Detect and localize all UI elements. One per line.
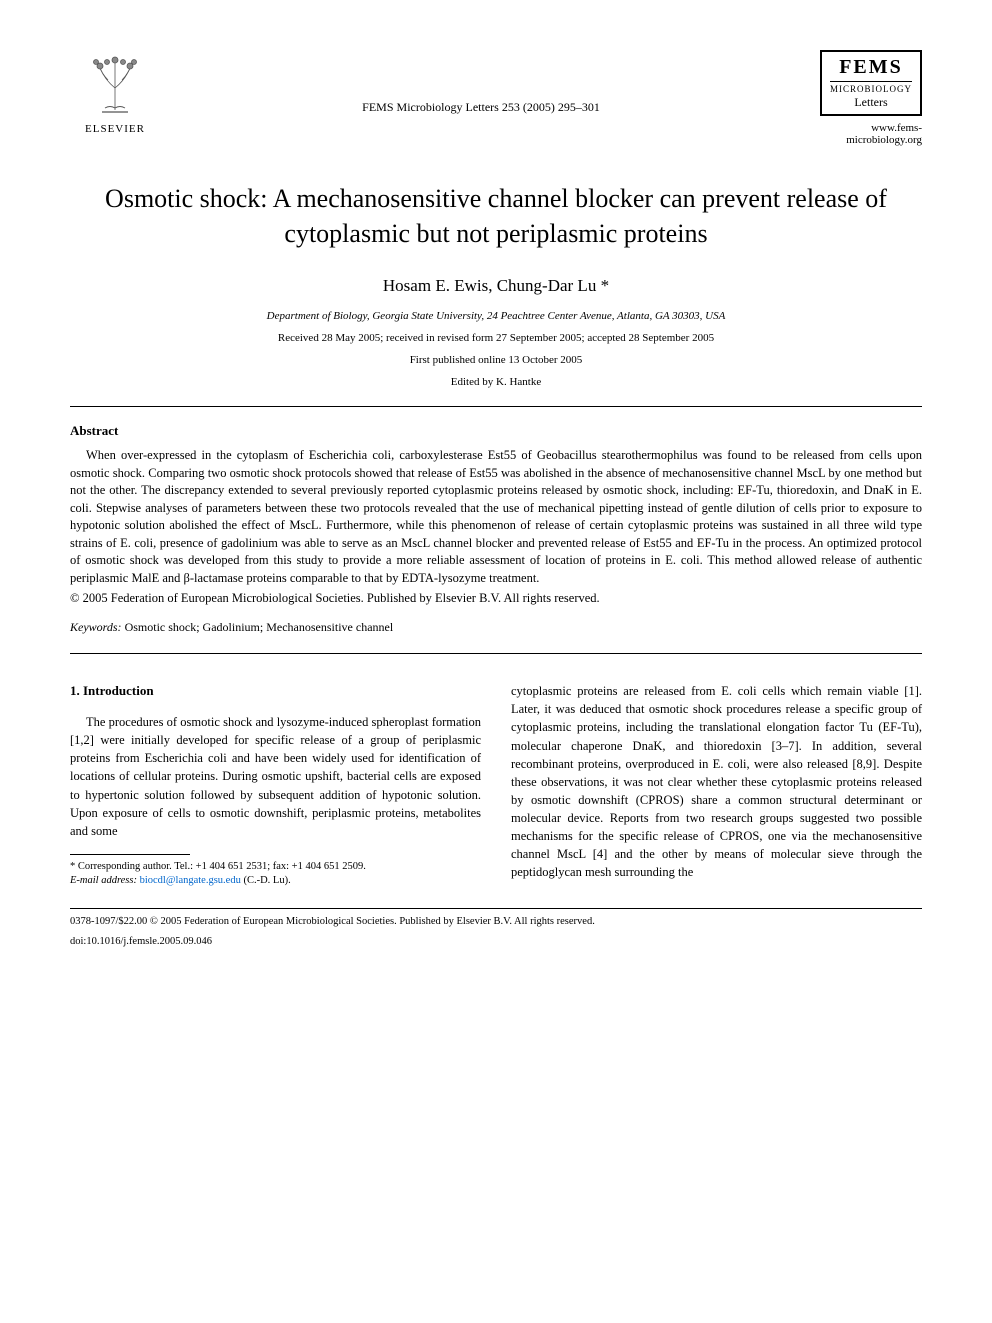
divider	[70, 406, 922, 407]
fems-logo-sub1: MICROBIOLOGY	[830, 81, 912, 94]
divider	[70, 653, 922, 654]
authors: Hosam E. Ewis, Chung-Dar Lu *	[70, 276, 922, 296]
intro-paragraph-left: The procedures of osmotic shock and lyso…	[70, 713, 481, 840]
intro-paragraph-right: cytoplasmic proteins are released from E…	[511, 682, 922, 881]
fems-logo-sub2: Letters	[830, 95, 912, 110]
publication-date: First published online 13 October 2005	[70, 354, 922, 366]
right-column: cytoplasmic proteins are released from E…	[511, 682, 922, 888]
editor: Edited by K. Hantke	[70, 376, 922, 388]
keywords-label: Keywords:	[70, 620, 122, 634]
received-dates: Received 28 May 2005; received in revise…	[70, 332, 922, 344]
elsevier-tree-icon	[80, 50, 150, 120]
email-label: E-mail address:	[70, 875, 140, 886]
footer-doi: doi:10.1016/j.femsle.2005.09.046	[70, 935, 922, 949]
fems-logo-box: FEMS MICROBIOLOGY Letters www.fems-micro…	[802, 50, 922, 146]
footnote-divider	[70, 854, 190, 855]
header-row: ELSEVIER FEMS Microbiology Letters 253 (…	[70, 50, 922, 146]
publisher-name: ELSEVIER	[85, 123, 145, 135]
footer-divider	[70, 908, 922, 909]
journal-reference: FEMS Microbiology Letters 253 (2005) 295…	[362, 50, 600, 115]
left-column: 1. Introduction The procedures of osmoti…	[70, 682, 481, 888]
email-footnote: E-mail address: biocdl@langate.gsu.edu (…	[70, 874, 481, 888]
email-suffix: (C.-D. Lu).	[241, 875, 291, 886]
intro-heading: 1. Introduction	[70, 682, 481, 701]
email-link[interactable]: biocdl@langate.gsu.edu	[140, 875, 241, 886]
website-url: www.fems-microbiology.org	[802, 122, 922, 146]
abstract-text: When over-expressed in the cytoplasm of …	[70, 447, 922, 587]
abstract-copyright: © 2005 Federation of European Microbiolo…	[70, 591, 922, 606]
corresponding-author-footnote: * Corresponding author. Tel.: +1 404 651…	[70, 860, 481, 874]
fems-logo-main: FEMS	[830, 56, 912, 79]
affiliation: Department of Biology, Georgia State Uni…	[70, 310, 922, 322]
abstract-heading: Abstract	[70, 423, 922, 439]
body-columns: 1. Introduction The procedures of osmoti…	[70, 682, 922, 888]
elsevier-logo: ELSEVIER	[70, 50, 160, 135]
keywords-text: Osmotic shock; Gadolinium; Mechanosensit…	[122, 620, 394, 634]
footer-line1: 0378-1097/$22.00 © 2005 Federation of Eu…	[70, 915, 922, 929]
keywords: Keywords: Osmotic shock; Gadolinium; Mec…	[70, 620, 922, 635]
article-title: Osmotic shock: A mechanosensitive channe…	[100, 181, 892, 251]
fems-logo: FEMS MICROBIOLOGY Letters	[820, 50, 922, 116]
